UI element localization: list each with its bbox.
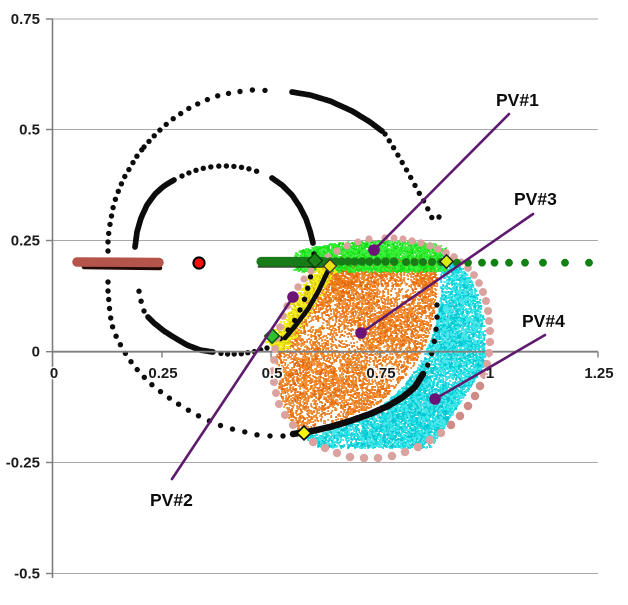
- svg-text:0: 0: [32, 344, 40, 361]
- svg-text:1.25: 1.25: [584, 365, 613, 382]
- svg-text:0.75: 0.75: [366, 365, 395, 382]
- svg-text:-0.25: -0.25: [6, 455, 40, 472]
- svg-text:1: 1: [486, 365, 494, 382]
- svg-text:0.25: 0.25: [148, 365, 177, 382]
- svg-text:1.25: 1.25: [584, 365, 613, 382]
- svg-text:PV#3: PV#3: [514, 189, 557, 209]
- svg-text:0.75: 0.75: [366, 365, 395, 382]
- svg-text:PV#1: PV#1: [496, 90, 539, 110]
- svg-text:PV#4: PV#4: [522, 311, 565, 331]
- svg-text:0: 0: [50, 365, 58, 382]
- svg-text:0.75: 0.75: [11, 11, 40, 28]
- svg-text:1: 1: [486, 365, 494, 382]
- svg-text:PV#2: PV#2: [150, 490, 193, 510]
- svg-text:0.5: 0.5: [262, 365, 283, 382]
- svg-text:0.5: 0.5: [262, 365, 283, 382]
- svg-text:0: 0: [50, 365, 58, 382]
- svg-text:0.25: 0.25: [148, 365, 177, 382]
- svg-text:0.5: 0.5: [19, 122, 40, 139]
- svg-text:-0.5: -0.5: [14, 566, 40, 583]
- svg-text:0.25: 0.25: [11, 233, 40, 250]
